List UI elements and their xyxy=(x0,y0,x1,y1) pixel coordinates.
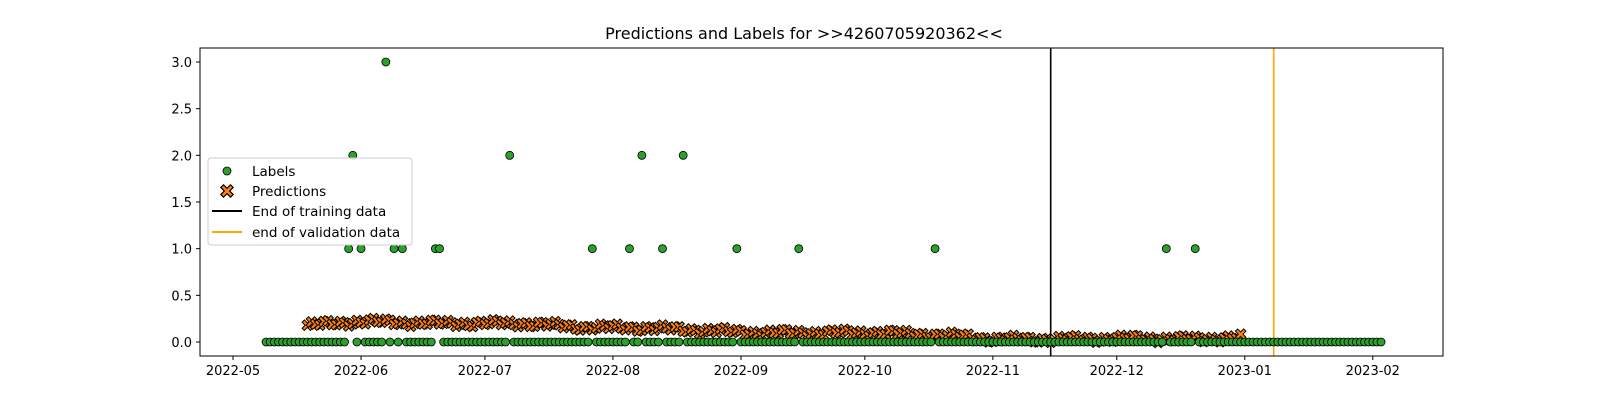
label-point xyxy=(930,244,940,254)
label-point xyxy=(732,244,742,254)
y-tick-label: 1.0 xyxy=(171,243,192,258)
y-tick-label: 0.0 xyxy=(171,336,192,351)
label-point xyxy=(381,57,391,67)
legend-labels-marker xyxy=(222,166,232,176)
label-point xyxy=(377,337,387,347)
x-tick-label: 2022-11 xyxy=(966,364,1020,379)
label-point xyxy=(501,337,510,347)
y-tick-label: 0.5 xyxy=(171,289,192,304)
label-point xyxy=(505,150,515,160)
legend-predictions-text: Predictions xyxy=(252,184,326,200)
x-tick-label: 2022-08 xyxy=(586,364,640,379)
x-tick-label: 2022-10 xyxy=(838,364,892,379)
label-point xyxy=(1186,337,1196,347)
label-point xyxy=(620,337,630,347)
label-point xyxy=(625,244,634,254)
label-point xyxy=(637,150,647,160)
x-tick-label: 2023-02 xyxy=(1346,364,1400,379)
x-tick-label: 2022-05 xyxy=(206,364,260,379)
label-point xyxy=(1376,337,1386,347)
label-point xyxy=(790,337,800,347)
label-point xyxy=(344,244,354,254)
x-tick-label: 2022-06 xyxy=(334,364,388,379)
legend-validation-end-text: end of validation data xyxy=(252,225,400,241)
label-point xyxy=(352,337,362,347)
label-point xyxy=(426,337,436,347)
label-point xyxy=(674,337,684,347)
x-tick-label: 2022-07 xyxy=(458,364,512,379)
y-tick-label: 3.0 xyxy=(171,56,192,71)
label-point xyxy=(658,244,667,254)
label-point xyxy=(393,337,403,347)
y-axis: 0.0 0.5 1.0 1.5 2.0 2.5 3.0 xyxy=(171,56,200,351)
label-point xyxy=(1190,244,1200,254)
label-point xyxy=(1161,244,1171,254)
label-point xyxy=(435,244,444,254)
y-tick-label: 2.5 xyxy=(171,103,192,118)
label-point xyxy=(356,244,366,254)
label-point xyxy=(728,337,738,347)
reference-lines xyxy=(1049,48,1275,356)
labels-series xyxy=(261,57,1386,347)
x-tick-label: 2022-12 xyxy=(1090,364,1144,379)
label-point xyxy=(397,244,407,254)
predictions-series xyxy=(301,312,1247,349)
label-point xyxy=(926,337,936,347)
x-axis: 2022-05 2022-06 2022-07 2022-08 2022-09 2022-… xyxy=(206,356,1400,379)
label-point xyxy=(794,244,804,254)
legend: Labels Predictions End of training data … xyxy=(207,157,413,246)
label-point xyxy=(583,337,593,347)
x-tick-label: 2022-09 xyxy=(714,364,768,379)
label-point xyxy=(1157,337,1167,347)
label-point xyxy=(385,337,395,347)
legend-labels-text: Labels xyxy=(252,164,295,180)
y-tick-label: 2.0 xyxy=(171,149,192,164)
legend-box xyxy=(207,157,413,246)
label-point xyxy=(633,337,643,347)
legend-predictions-marker-fill xyxy=(221,185,233,197)
label-point xyxy=(587,244,597,254)
prediction-point xyxy=(1236,329,1246,339)
label-point xyxy=(678,150,688,160)
legend-training-end-text: End of training data xyxy=(252,204,386,220)
y-tick-label: 1.5 xyxy=(171,196,192,211)
label-point xyxy=(653,337,663,347)
chart-title: Predictions and Labels for >>42607059203… xyxy=(605,24,1003,43)
label-point xyxy=(389,244,399,254)
x-tick-label: 2023-01 xyxy=(1218,364,1272,379)
label-point xyxy=(340,337,349,347)
